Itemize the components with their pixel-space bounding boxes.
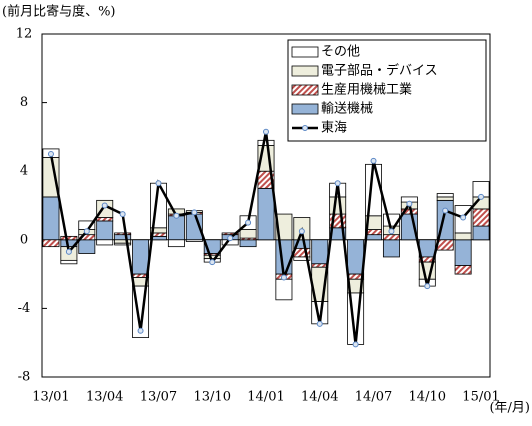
- bar-segment: [114, 232, 132, 236]
- bar-segment: [347, 239, 365, 275]
- line-marker: [442, 207, 449, 214]
- bar-segment: [454, 265, 472, 275]
- bar-segment: [311, 263, 329, 268]
- bar-segment: [329, 196, 347, 215]
- plot-area: [41, 33, 491, 378]
- x-axis-title: (年/月): [489, 401, 530, 416]
- line-marker: [352, 341, 359, 348]
- bar-segment: [114, 234, 132, 241]
- line-marker: [406, 200, 413, 207]
- bar-segment: [132, 239, 150, 275]
- bar-segment: [382, 239, 400, 258]
- x-tick-label: 13/10: [194, 390, 231, 405]
- line-marker: [173, 212, 180, 219]
- legend-label: 生産用機械工業: [321, 82, 412, 98]
- line-marker: [370, 157, 377, 164]
- y-tick-label: -8: [18, 370, 31, 385]
- bar-segment: [167, 215, 185, 241]
- legend-swatch: [291, 46, 319, 58]
- legend-label: その他: [321, 45, 360, 60]
- line-marker: [388, 228, 395, 235]
- y-tick-label: 12: [16, 27, 33, 42]
- line-marker: [245, 219, 252, 226]
- line-marker: [478, 193, 485, 200]
- line-marker: [155, 180, 162, 187]
- bar-segment: [185, 239, 203, 242]
- bar-segment: [472, 208, 490, 227]
- bar-segment: [257, 187, 275, 241]
- bar-segment: [60, 235, 78, 241]
- x-tick-label: 13/07: [140, 390, 177, 405]
- bar-segment: [96, 220, 114, 241]
- line-marker: [101, 202, 108, 209]
- legend-box: [287, 39, 487, 142]
- y-tick-label: 0: [20, 232, 28, 247]
- line-marker: [460, 214, 467, 221]
- bar-segment: [239, 229, 257, 239]
- bar-segment: [42, 196, 60, 241]
- bar-segment: [239, 239, 257, 248]
- bar-segment: [454, 232, 472, 241]
- x-tick-label: 15/01: [462, 390, 499, 405]
- bar-segment: [96, 217, 114, 222]
- bar-segment: [221, 232, 239, 236]
- line-marker: [280, 274, 287, 281]
- bar-segment: [60, 259, 78, 265]
- bar-segment: [78, 239, 96, 254]
- bar-segment: [311, 239, 329, 265]
- line-marker: [334, 180, 341, 187]
- bar-segment: [382, 234, 400, 241]
- legend-swatch: [291, 103, 319, 115]
- bar-segment: [96, 239, 114, 246]
- y-tick-label: 8: [20, 95, 28, 110]
- legend-label: 電子部品・デバイス: [321, 63, 438, 79]
- x-tick-label: 13/04: [86, 390, 123, 405]
- y-tick-label: 4: [20, 164, 28, 179]
- line-marker: [209, 259, 216, 266]
- bar-segment: [114, 242, 132, 246]
- legend-label: 東海: [321, 120, 347, 136]
- line-marker: [83, 228, 90, 235]
- y-tick-label: -4: [18, 301, 31, 316]
- bar-segment: [436, 193, 454, 198]
- line-marker: [47, 151, 54, 158]
- line-marker: [298, 228, 305, 235]
- bar-segment: [454, 239, 472, 266]
- line-marker: [227, 235, 234, 242]
- bar-segment: [436, 196, 454, 201]
- legend-label: 輸送機械: [321, 102, 373, 117]
- line-marker: [424, 283, 431, 290]
- legend-swatch: [291, 84, 319, 96]
- y-axis-title: (前月比寄与度、%): [2, 4, 116, 20]
- line-marker: [263, 128, 269, 135]
- legend-swatch: [291, 65, 319, 77]
- bar-segment: [472, 225, 490, 241]
- x-tick-label: 14/10: [409, 390, 446, 405]
- x-tick-label: 14/04: [301, 390, 338, 405]
- legend-marker: [302, 125, 308, 131]
- bar-segment: [293, 256, 311, 261]
- bar-segment: [275, 213, 293, 241]
- bar-segment: [167, 239, 185, 248]
- line-marker: [191, 209, 198, 216]
- x-tick-label: 13/01: [32, 390, 69, 405]
- bar-segment: [275, 278, 293, 301]
- line-marker: [316, 320, 323, 327]
- line-marker: [119, 211, 126, 218]
- x-tick-label: 14/07: [355, 390, 392, 405]
- line-marker: [65, 248, 72, 255]
- bar-segment: [436, 239, 454, 251]
- bar-segment: [365, 234, 382, 241]
- x-tick-label: 14/01: [247, 390, 284, 405]
- line-marker: [137, 327, 144, 334]
- bar-segment: [42, 239, 60, 248]
